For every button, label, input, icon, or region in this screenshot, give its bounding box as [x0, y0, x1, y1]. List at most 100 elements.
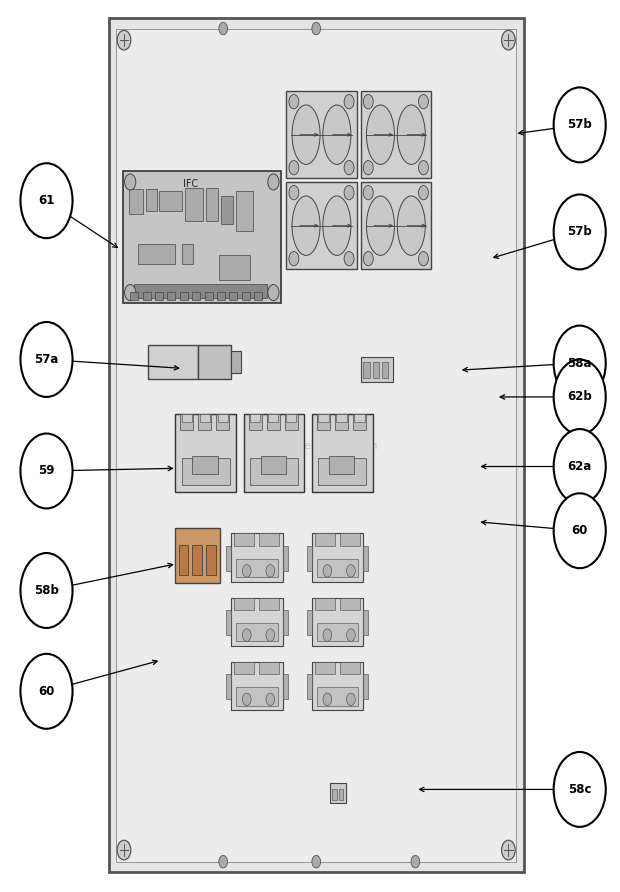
- Circle shape: [554, 752, 606, 827]
- Text: 60: 60: [38, 685, 55, 698]
- FancyBboxPatch shape: [116, 29, 516, 862]
- Text: 60: 60: [572, 524, 588, 537]
- FancyBboxPatch shape: [148, 345, 198, 379]
- Ellipse shape: [323, 196, 351, 255]
- FancyBboxPatch shape: [231, 533, 283, 582]
- FancyBboxPatch shape: [192, 545, 202, 575]
- Circle shape: [289, 252, 299, 266]
- Circle shape: [411, 855, 420, 868]
- FancyBboxPatch shape: [146, 188, 157, 211]
- FancyBboxPatch shape: [363, 362, 370, 378]
- FancyBboxPatch shape: [259, 662, 279, 674]
- FancyBboxPatch shape: [179, 545, 188, 575]
- Circle shape: [242, 629, 251, 641]
- FancyBboxPatch shape: [198, 345, 231, 379]
- Circle shape: [266, 629, 275, 641]
- FancyBboxPatch shape: [260, 457, 286, 474]
- Circle shape: [363, 161, 373, 175]
- FancyBboxPatch shape: [226, 610, 231, 635]
- FancyBboxPatch shape: [259, 533, 279, 546]
- Text: 62a: 62a: [567, 460, 592, 473]
- Circle shape: [219, 22, 228, 35]
- FancyBboxPatch shape: [307, 546, 312, 571]
- FancyBboxPatch shape: [217, 292, 225, 300]
- FancyBboxPatch shape: [317, 414, 330, 430]
- Circle shape: [554, 87, 606, 162]
- Ellipse shape: [366, 105, 394, 164]
- FancyBboxPatch shape: [206, 187, 218, 221]
- FancyBboxPatch shape: [206, 545, 216, 575]
- FancyBboxPatch shape: [317, 558, 358, 577]
- Text: IFC: IFC: [183, 179, 198, 189]
- Circle shape: [125, 285, 136, 301]
- FancyBboxPatch shape: [155, 292, 163, 300]
- Circle shape: [125, 174, 136, 190]
- FancyBboxPatch shape: [286, 182, 356, 269]
- Text: 58b: 58b: [34, 584, 59, 597]
- FancyBboxPatch shape: [200, 414, 210, 422]
- Circle shape: [20, 322, 73, 397]
- Circle shape: [344, 252, 354, 266]
- Text: 61: 61: [38, 194, 55, 207]
- Circle shape: [363, 252, 373, 266]
- FancyBboxPatch shape: [231, 351, 241, 373]
- Circle shape: [219, 855, 228, 868]
- Circle shape: [266, 693, 275, 706]
- FancyBboxPatch shape: [236, 687, 278, 706]
- Circle shape: [554, 493, 606, 568]
- Circle shape: [554, 194, 606, 269]
- Ellipse shape: [397, 105, 425, 164]
- FancyBboxPatch shape: [108, 18, 524, 872]
- Ellipse shape: [292, 196, 320, 255]
- FancyBboxPatch shape: [159, 191, 182, 211]
- FancyBboxPatch shape: [242, 292, 250, 300]
- FancyBboxPatch shape: [267, 414, 280, 430]
- Circle shape: [289, 161, 299, 175]
- Text: 59: 59: [38, 465, 55, 477]
- FancyBboxPatch shape: [318, 458, 366, 485]
- FancyBboxPatch shape: [312, 533, 363, 582]
- FancyBboxPatch shape: [340, 533, 360, 546]
- FancyBboxPatch shape: [180, 414, 193, 430]
- Ellipse shape: [397, 196, 425, 255]
- FancyBboxPatch shape: [231, 662, 283, 710]
- FancyBboxPatch shape: [315, 598, 335, 610]
- Circle shape: [242, 565, 251, 577]
- FancyBboxPatch shape: [234, 533, 254, 546]
- FancyBboxPatch shape: [182, 414, 192, 422]
- Circle shape: [344, 161, 354, 175]
- FancyBboxPatch shape: [180, 292, 188, 300]
- FancyBboxPatch shape: [192, 457, 218, 474]
- FancyBboxPatch shape: [335, 414, 348, 430]
- Text: eReplacementParts.com: eReplacementParts.com: [242, 441, 378, 451]
- FancyBboxPatch shape: [286, 414, 296, 422]
- Circle shape: [344, 186, 354, 200]
- FancyBboxPatch shape: [234, 662, 254, 674]
- FancyBboxPatch shape: [236, 191, 253, 231]
- Circle shape: [347, 629, 355, 641]
- Circle shape: [20, 434, 73, 508]
- FancyBboxPatch shape: [216, 414, 229, 430]
- FancyBboxPatch shape: [363, 610, 368, 635]
- Text: 57b: 57b: [567, 119, 592, 131]
- Circle shape: [20, 163, 73, 238]
- FancyBboxPatch shape: [332, 789, 337, 800]
- FancyBboxPatch shape: [182, 244, 193, 264]
- FancyBboxPatch shape: [361, 91, 431, 178]
- FancyBboxPatch shape: [130, 292, 138, 300]
- FancyBboxPatch shape: [185, 187, 203, 221]
- Circle shape: [502, 840, 515, 860]
- FancyBboxPatch shape: [236, 623, 278, 641]
- FancyBboxPatch shape: [382, 362, 388, 378]
- FancyBboxPatch shape: [330, 783, 346, 803]
- Circle shape: [117, 30, 131, 50]
- Circle shape: [312, 22, 321, 35]
- FancyBboxPatch shape: [134, 284, 267, 298]
- Circle shape: [268, 285, 279, 301]
- FancyBboxPatch shape: [234, 598, 254, 610]
- Circle shape: [323, 565, 332, 577]
- Text: 62b: 62b: [567, 391, 592, 403]
- Ellipse shape: [292, 105, 320, 164]
- FancyBboxPatch shape: [363, 674, 368, 699]
- Circle shape: [347, 693, 355, 706]
